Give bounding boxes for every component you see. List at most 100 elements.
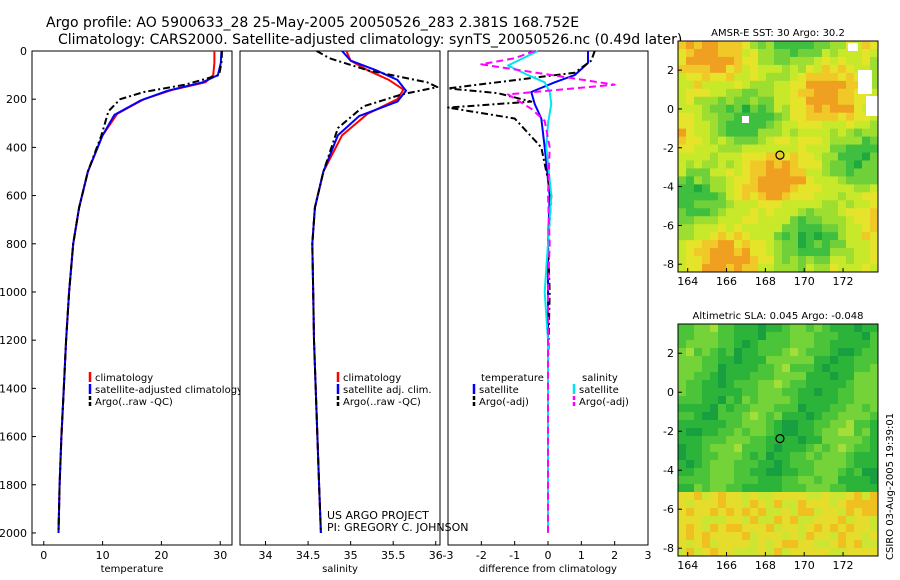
map-cell <box>750 524 759 533</box>
map-cell <box>702 232 711 241</box>
map-cell <box>782 428 791 437</box>
map-cell <box>846 500 855 509</box>
map-cell <box>782 548 791 557</box>
map-cell <box>854 348 863 357</box>
map-cell <box>854 200 863 209</box>
map-cell <box>726 524 735 533</box>
map-cell <box>822 64 831 74</box>
map-cell <box>750 240 759 249</box>
map-cell <box>830 524 839 533</box>
map-cell <box>814 532 823 541</box>
map-cell <box>862 64 871 74</box>
map-cell <box>870 208 879 217</box>
map-cell <box>766 168 775 177</box>
map-cell <box>838 540 847 549</box>
map-cell <box>790 208 799 217</box>
map-cell <box>718 64 727 74</box>
map-cell <box>838 112 847 122</box>
map-cell <box>838 176 847 185</box>
map-cell <box>742 532 751 541</box>
map-cell <box>814 420 823 429</box>
map-cell <box>686 240 695 249</box>
map-cell <box>870 80 879 90</box>
map-cell <box>742 264 751 273</box>
map-cell <box>734 500 743 509</box>
map-y-tick-label: -8 <box>663 542 674 555</box>
map-cell <box>686 128 695 137</box>
map-cell <box>782 200 791 209</box>
map-cell <box>710 208 719 217</box>
map-cell <box>830 160 839 169</box>
map-cell <box>806 404 815 413</box>
map-cell <box>846 372 855 381</box>
x-tick-label: 3 <box>645 549 652 562</box>
map-cell <box>838 240 847 249</box>
x-tick-label: 0 <box>545 549 552 562</box>
map-cell <box>710 120 719 130</box>
map-cell <box>694 104 703 114</box>
map-cell <box>790 88 799 98</box>
map-cell <box>838 412 847 421</box>
map-cell <box>774 104 783 114</box>
map-cell <box>838 160 847 169</box>
map-cell <box>854 332 863 341</box>
map-cell <box>782 41 791 50</box>
map-cell <box>854 41 863 50</box>
map-cell <box>822 492 831 501</box>
map-cell <box>854 208 863 217</box>
map-cell <box>702 104 711 114</box>
map-cell <box>702 380 711 389</box>
map-cell <box>790 516 799 525</box>
map-cell <box>694 364 703 373</box>
map-cell <box>774 356 783 365</box>
map-cell <box>798 216 807 225</box>
map-cell <box>678 168 687 177</box>
map-cell <box>870 444 879 453</box>
x-tick-label: 34 <box>259 549 273 562</box>
map-cell <box>830 88 839 98</box>
map-cell <box>734 64 743 74</box>
map-cell <box>838 144 847 153</box>
map-cell <box>686 548 695 557</box>
map-cell <box>726 80 735 90</box>
map-cell <box>766 160 775 169</box>
map-cell <box>822 532 831 541</box>
map-cell <box>774 216 783 225</box>
map-cell <box>830 56 839 66</box>
map-cell <box>806 256 815 265</box>
map-cell <box>750 420 759 429</box>
map-cell <box>870 48 879 58</box>
map-cell <box>710 224 719 233</box>
map-cell <box>830 248 839 257</box>
map-cell <box>806 436 815 445</box>
map-cell <box>798 144 807 153</box>
map-title: AMSR-E SST: 30 Argo: 30.2 <box>711 28 845 39</box>
map-cell <box>790 256 799 265</box>
map-cell <box>742 152 751 161</box>
map-cell <box>822 168 831 177</box>
map-cell <box>694 232 703 241</box>
map-cell <box>686 264 695 273</box>
map-cell <box>758 500 767 509</box>
map-cell <box>686 412 695 421</box>
map-cell <box>814 332 823 341</box>
map-cell <box>830 240 839 249</box>
map-cell <box>694 96 703 106</box>
map-cell <box>710 332 719 341</box>
map-cell <box>790 324 799 333</box>
map-cell <box>862 48 871 58</box>
map-cell <box>726 256 735 265</box>
map-cell <box>726 200 735 209</box>
map-cell <box>822 240 831 249</box>
map-cell <box>726 436 735 445</box>
map-cell <box>790 396 799 405</box>
map-cell <box>870 428 879 437</box>
map-cell <box>686 508 695 517</box>
map-cell <box>790 72 799 82</box>
map-cell <box>726 404 735 413</box>
map-cell <box>806 152 815 161</box>
map-cell <box>726 324 735 333</box>
map-cell <box>734 41 743 50</box>
map-cell <box>694 444 703 453</box>
